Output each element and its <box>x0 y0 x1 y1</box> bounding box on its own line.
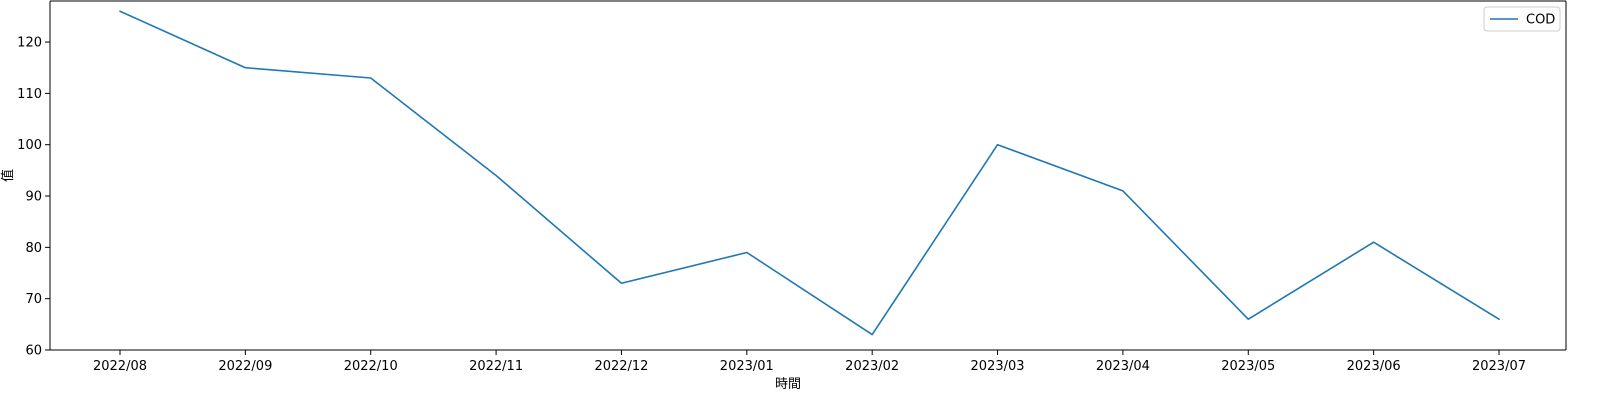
x-tick-label: 2023/02 <box>845 359 899 374</box>
legend-frame <box>1483 6 1561 32</box>
x-tick-label: 2022/08 <box>93 359 147 374</box>
x-tick-label: 2022/12 <box>594 359 648 374</box>
y-tick-label: 80 <box>25 241 42 256</box>
y-tick-label: 110 <box>17 87 42 102</box>
y-tick-label: 120 <box>17 36 42 51</box>
y-axis-label: 值 <box>0 169 16 182</box>
x-tick-label: 2022/11 <box>469 359 523 374</box>
y-tick-label: 90 <box>25 190 42 205</box>
x-tick-label: 2022/10 <box>344 359 398 374</box>
x-tick-label: 2023/06 <box>1347 359 1401 374</box>
legend-label: COD <box>1526 13 1555 28</box>
x-tick-label: 2023/03 <box>971 359 1025 374</box>
x-tick-label: 2022/09 <box>218 359 272 374</box>
x-axis-ticks: 2022/08 2022/09 2022/10 2022/11 2022/12 2023/… <box>93 350 1526 374</box>
x-tick-label: 2023/01 <box>720 359 774 374</box>
y-axis-ticks: 60 70 80 90 100 110 120 <box>17 36 50 359</box>
axes-frame <box>49 0 1567 351</box>
legend: COD <box>1483 6 1561 32</box>
series-line-COD <box>119 10 1500 336</box>
x-tick-label: 2023/04 <box>1096 359 1150 374</box>
y-tick-label: 70 <box>25 292 42 307</box>
x-tick-label: 2023/05 <box>1221 359 1275 374</box>
x-tick-label: 2023/07 <box>1472 359 1526 374</box>
series-layer <box>119 10 1500 336</box>
x-axis-label: 時間 <box>775 377 801 392</box>
y-tick-label: 100 <box>17 138 42 153</box>
y-tick-label: 60 <box>25 344 42 359</box>
